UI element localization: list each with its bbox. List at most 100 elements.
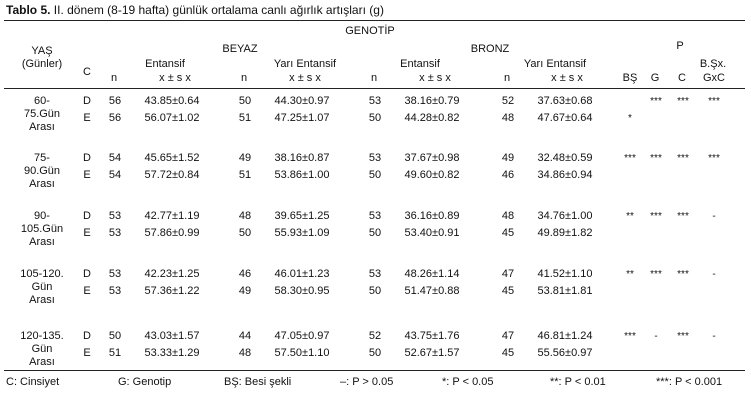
beyaz-yari-entansif-header: Yarı Entansif <box>273 58 337 70</box>
c-header: C <box>83 66 91 78</box>
cell-bs: *** <box>624 153 636 164</box>
cell-be-v: 53.33±1.29 <box>144 347 200 359</box>
yas-header: YAŞ <box>31 45 53 57</box>
age-label: 90.Gün <box>23 165 61 177</box>
bronz-yari-n-header: n <box>503 72 511 84</box>
caption-label: Tablo 5. <box>6 3 51 17</box>
caption-text: II. dönem (8-19 hafta) günlük ortalama c… <box>50 3 384 17</box>
cell-g: *** <box>650 211 662 222</box>
cell-bye-n: 50 <box>238 95 252 107</box>
cell-be-v: 42.77±1.19 <box>144 210 200 222</box>
cell-bye-v: 38.16±0.87 <box>274 152 330 164</box>
cell-bye-v: 39.65±1.25 <box>274 210 330 222</box>
cell-be-n: 53 <box>108 268 122 280</box>
cell-be-v: 43.03±1.57 <box>144 330 200 342</box>
bsxgxc-header-line1: B.Şx. <box>699 58 727 70</box>
cell-re-v: 36.16±0.89 <box>404 210 460 222</box>
bsxgxc-header-line2: GxC <box>703 72 725 84</box>
cell-be-v: 57.86±0.99 <box>144 227 200 239</box>
top-rule <box>4 20 745 21</box>
cell-re-v: 52.67±1.57 <box>404 347 460 359</box>
cell-re-v: 48.26±1.14 <box>404 268 460 280</box>
cell-re-v: 53.40±0.91 <box>404 227 460 239</box>
p-header: P <box>676 40 684 52</box>
cell-be-n: 54 <box>108 152 122 164</box>
cell-c: D <box>83 152 91 164</box>
cell-bye-v: 44.30±0.97 <box>274 95 330 107</box>
cell-bye-n: 51 <box>238 169 252 181</box>
cell-rye-v: 32.48±0.59 <box>537 152 593 164</box>
cell-bye-v: 47.25±1.07 <box>274 112 330 124</box>
footer-g: G: Genotip <box>118 376 172 388</box>
cell-rye-v: 55.56±0.97 <box>537 347 593 359</box>
age-label: Arası <box>29 356 55 368</box>
age-label: Arası <box>29 294 55 306</box>
cell-rye-v: 34.76±1.00 <box>537 210 593 222</box>
cell-be-n: 54 <box>108 169 122 181</box>
cell-re-v: 38.16±0.79 <box>404 95 460 107</box>
footer-p01: **: P < 0.01 <box>550 376 606 388</box>
age-label: Arası <box>29 121 55 133</box>
cell-re-n: 50 <box>368 285 382 297</box>
cell-rye-v: 49.89±1.82 <box>537 227 593 239</box>
cc-header: C <box>678 72 686 84</box>
cell-rye-v: 46.81±1.24 <box>537 330 593 342</box>
cell-be-v: 42.23±1.25 <box>144 268 200 280</box>
beyaz-entansif-mean-header: x ± s x <box>159 72 191 84</box>
cell-re-v: 51.47±0.88 <box>404 285 460 297</box>
cell-rye-n: 48 <box>501 210 515 222</box>
footer-p05: *: P < 0.05 <box>442 376 494 388</box>
cell-g: *** <box>650 153 662 164</box>
cell-bye-v: 46.01±1.23 <box>274 268 330 280</box>
cell-c: E <box>83 347 91 359</box>
age-label: Arası <box>29 236 55 248</box>
cell-c: D <box>83 268 91 280</box>
cell-be-n: 56 <box>108 95 122 107</box>
cell-re-v: 43.75±1.76 <box>404 330 460 342</box>
bs-header: BŞ <box>622 72 638 84</box>
cell-be-v: 45.65±1.52 <box>144 152 200 164</box>
age-label: Gün <box>31 281 53 293</box>
cell-cc: *** <box>677 153 689 164</box>
cell-be-n: 53 <box>108 227 122 239</box>
cell-x: - <box>712 269 716 280</box>
cell-rye-n: 49 <box>501 152 515 164</box>
cell-be-n: 56 <box>108 112 122 124</box>
cell-bye-n: 46 <box>238 268 252 280</box>
cell-rye-n: 52 <box>501 95 515 107</box>
cell-g: *** <box>650 96 662 107</box>
cell-be-v: 57.72±0.84 <box>144 169 200 181</box>
bronz-header: BRONZ <box>470 43 510 55</box>
cell-rye-v: 53.81±1.81 <box>537 285 593 297</box>
cell-rye-n: 47 <box>501 330 515 342</box>
age-label: 105-120. <box>20 268 64 280</box>
cell-rye-v: 41.52±1.10 <box>537 268 593 280</box>
cell-g: *** <box>650 269 662 280</box>
cell-bye-n: 48 <box>238 210 252 222</box>
cell-rye-n: 46 <box>501 169 515 181</box>
cell-cc: *** <box>677 331 689 342</box>
cell-be-v: 43.85±0.64 <box>144 95 200 107</box>
cell-bye-v: 47.05±0.97 <box>274 330 330 342</box>
cell-x: *** <box>708 96 720 107</box>
cell-rye-v: 37.63±0.68 <box>537 95 593 107</box>
cell-bye-v: 55.93±1.09 <box>274 227 330 239</box>
cell-rye-n: 47 <box>501 268 515 280</box>
cell-be-n: 51 <box>108 347 122 359</box>
age-label: 75- <box>34 152 50 164</box>
age-label: 90- <box>34 210 50 222</box>
cell-re-n: 50 <box>368 112 382 124</box>
cell-re-n: 53 <box>368 268 382 280</box>
beyaz-entansif-n-header: n <box>110 72 118 84</box>
cell-cc: *** <box>677 269 689 280</box>
footer-p001: ***: P < 0.001 <box>656 376 723 388</box>
cell-x: - <box>712 331 716 342</box>
gunler-header: (Günler) <box>21 58 63 70</box>
cell-bs: * <box>628 113 632 124</box>
beyaz-yari-n-header: n <box>240 72 248 84</box>
cell-bye-n: 44 <box>238 330 252 342</box>
cell-re-n: 53 <box>368 210 382 222</box>
cell-bs: ** <box>626 269 634 280</box>
cell-c: D <box>83 95 91 107</box>
cell-x: *** <box>708 153 720 164</box>
